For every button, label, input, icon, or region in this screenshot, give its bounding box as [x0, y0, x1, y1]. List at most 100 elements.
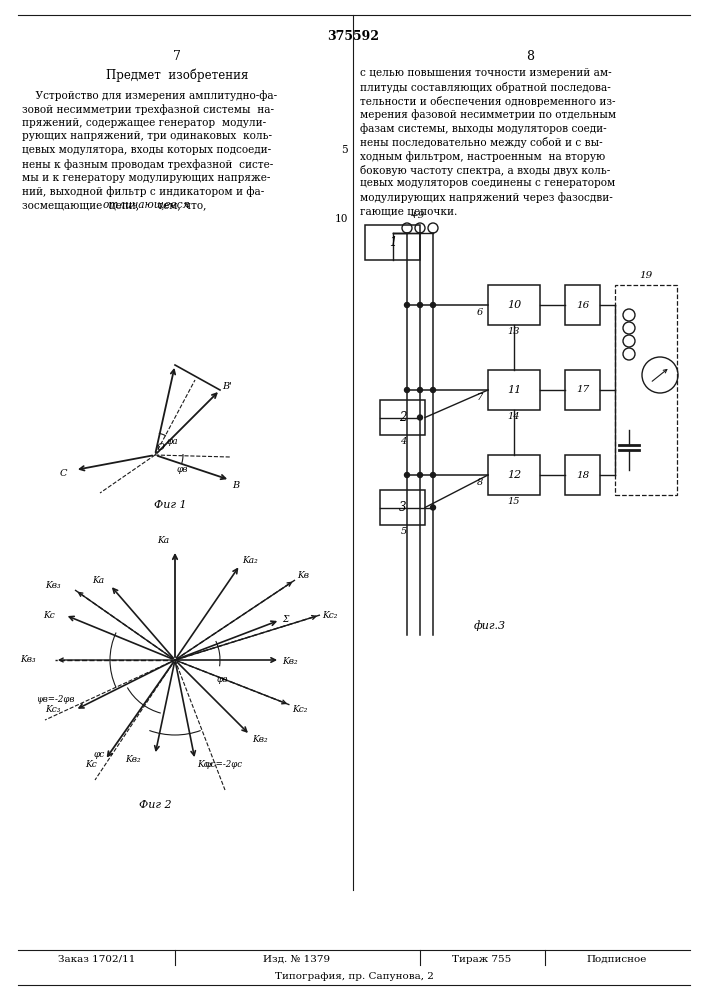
Text: 12: 12 — [507, 470, 521, 480]
Text: 375592: 375592 — [327, 30, 379, 43]
Text: 5: 5 — [400, 527, 407, 536]
Text: B: B — [232, 481, 239, 490]
Text: модулирующих напряжений через фазосдви-: модулирующих напряжений через фазосдви- — [360, 192, 613, 203]
Text: тельности и обеспечения одновременного из-: тельности и обеспечения одновременного и… — [360, 96, 616, 107]
Circle shape — [431, 505, 436, 510]
Text: 5: 5 — [341, 145, 348, 155]
Text: Подписное: Подписное — [587, 955, 647, 964]
Text: 3: 3 — [399, 501, 407, 514]
Text: 8: 8 — [477, 478, 483, 487]
Text: Kc: Kc — [85, 760, 97, 769]
Text: цевых модулятора, входы которых подсоеди-: цевых модулятора, входы которых подсоеди… — [22, 145, 271, 155]
Text: Изд. № 1379: Изд. № 1379 — [264, 955, 331, 964]
Text: с целью повышения точности измерений ам-: с целью повышения точности измерений ам- — [360, 68, 612, 78]
Circle shape — [418, 473, 423, 478]
Text: 11: 11 — [507, 385, 521, 395]
Text: Kc₂: Kc₂ — [292, 705, 308, 714]
Text: нены последовательно между собой и с вы-: нены последовательно между собой и с вы- — [360, 137, 602, 148]
Bar — [488, 455, 540, 495]
Text: Kc₃: Kc₃ — [45, 706, 60, 714]
Text: рующих напряжений, три одинаковых  коль-: рующих напряжений, три одинаковых коль- — [22, 131, 272, 141]
Text: Типография, пр. Сапунова, 2: Типография, пр. Сапунова, 2 — [274, 972, 433, 981]
Text: Тираж 755: Тираж 755 — [452, 955, 512, 964]
Text: Фиг 2: Фиг 2 — [139, 800, 171, 810]
Bar — [565, 285, 600, 325]
Text: Kc₂: Kc₂ — [322, 610, 337, 619]
Text: Kв₃: Kв₃ — [20, 656, 35, 664]
Text: Kc: Kc — [43, 610, 54, 619]
Text: O: O — [157, 443, 165, 452]
Text: B': B' — [222, 382, 232, 391]
Text: φв: φв — [217, 675, 228, 684]
Text: 7: 7 — [173, 50, 181, 63]
Text: φc: φc — [94, 750, 105, 759]
Text: ψc=-2φc: ψc=-2φc — [205, 760, 243, 769]
Bar — [380, 400, 425, 435]
Circle shape — [418, 302, 423, 308]
Text: 16: 16 — [576, 300, 589, 310]
Text: мерения фазовой несимметрии по отдельным: мерения фазовой несимметрии по отдельным — [360, 109, 616, 120]
Text: C: C — [60, 469, 67, 478]
Bar — [565, 370, 600, 410]
Text: пряжений, содержащее генератор  модули-: пряжений, содержащее генератор модули- — [22, 118, 266, 128]
Text: цевых модуляторов соединены с генератором: цевых модуляторов соединены с генераторо… — [360, 178, 615, 188]
Bar — [488, 370, 540, 410]
Text: Ka: Ka — [92, 576, 104, 585]
Text: фиг.3: фиг.3 — [474, 620, 506, 631]
Text: Устройство для измерения амплитудно-фа-: Устройство для измерения амплитудно-фа- — [22, 90, 277, 101]
Text: Фиг 1: Фиг 1 — [153, 500, 187, 510]
Text: 14: 14 — [508, 412, 520, 421]
Text: 6: 6 — [477, 308, 483, 317]
Text: 10: 10 — [507, 300, 521, 310]
Circle shape — [431, 473, 436, 478]
Text: 19: 19 — [639, 271, 653, 280]
Text: 18: 18 — [576, 471, 589, 480]
Circle shape — [404, 387, 409, 392]
Text: 4: 4 — [400, 437, 407, 446]
Text: боковую частоту спектра, а входы двух коль-: боковую частоту спектра, а входы двух ко… — [360, 165, 610, 176]
Text: ний, выходной фильтр с индикатором и фа-: ний, выходной фильтр с индикатором и фа- — [22, 187, 264, 197]
Text: Заказ 1702/11: Заказ 1702/11 — [58, 955, 136, 964]
Bar — [565, 455, 600, 495]
Text: Kв: Kв — [297, 571, 309, 580]
Text: плитуды составляющих обратной последова-: плитуды составляющих обратной последова- — [360, 82, 611, 93]
Text: Kв₂: Kв₂ — [282, 657, 298, 666]
Text: 10: 10 — [334, 214, 348, 224]
Text: 15: 15 — [508, 497, 520, 506]
Text: 1: 1 — [389, 236, 396, 249]
Text: 8: 8 — [526, 50, 534, 63]
Bar — [488, 285, 540, 325]
Text: Ka: Ka — [157, 536, 169, 545]
Text: ходным фильтром, настроенным  на вторую: ходным фильтром, настроенным на вторую — [360, 151, 605, 162]
Text: Kв₂: Kв₂ — [125, 755, 141, 764]
Bar — [380, 490, 425, 525]
Circle shape — [431, 387, 436, 392]
Text: зовой несимметрии трехфазной системы  на-: зовой несимметрии трехфазной системы на- — [22, 104, 274, 115]
Text: отличающееся: отличающееся — [103, 200, 190, 210]
Circle shape — [404, 302, 409, 308]
Text: Kв₃: Kв₃ — [45, 581, 61, 590]
Text: φa: φa — [167, 437, 179, 446]
Circle shape — [431, 302, 436, 308]
Text: φв: φв — [177, 465, 189, 474]
Text: +9: +9 — [410, 211, 426, 220]
Text: Предмет  изобретения: Предмет изобретения — [106, 68, 248, 82]
Text: нены к фазным проводам трехфазной  систе-: нены к фазным проводам трехфазной систе- — [22, 159, 273, 170]
Bar — [365, 225, 420, 260]
Text: 7: 7 — [477, 393, 483, 402]
Text: тем, что,: тем, что, — [153, 200, 206, 210]
Text: 13: 13 — [508, 327, 520, 336]
Text: Kc₃: Kc₃ — [197, 760, 212, 769]
Circle shape — [404, 473, 409, 478]
Text: ψв=-2φв: ψв=-2φв — [37, 695, 75, 704]
Bar — [615, 285, 677, 495]
Text: Σ: Σ — [282, 615, 288, 624]
Text: 2: 2 — [399, 411, 407, 424]
Text: 17: 17 — [576, 385, 589, 394]
Text: Kв₂: Kв₂ — [252, 735, 268, 744]
Text: фазам системы, выходы модуляторов соеди-: фазам системы, выходы модуляторов соеди- — [360, 123, 607, 134]
Circle shape — [418, 387, 423, 392]
Text: гающие цепочки.: гающие цепочки. — [360, 206, 457, 216]
Circle shape — [418, 415, 423, 420]
Text: мы и к генератору модулирующих напряже-: мы и к генератору модулирующих напряже- — [22, 173, 270, 183]
